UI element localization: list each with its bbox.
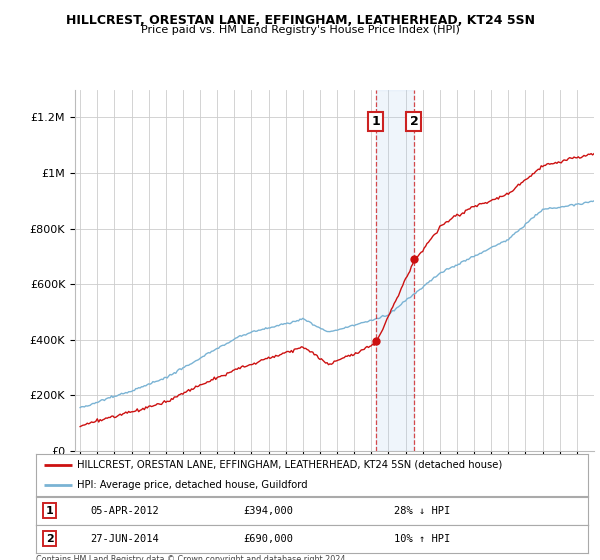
Bar xyxy=(376,90,414,451)
Text: 10% ↑ HPI: 10% ↑ HPI xyxy=(394,534,451,544)
Text: HILLCREST, ORESTAN LANE, EFFINGHAM, LEATHERHEAD, KT24 5SN: HILLCREST, ORESTAN LANE, EFFINGHAM, LEAT… xyxy=(65,14,535,27)
Text: 2: 2 xyxy=(46,534,53,544)
Text: 27-JUN-2014: 27-JUN-2014 xyxy=(90,534,158,544)
Text: 1: 1 xyxy=(46,506,53,516)
Text: £690,000: £690,000 xyxy=(243,534,293,544)
Text: HILLCREST, ORESTAN LANE, EFFINGHAM, LEATHERHEAD, KT24 5SN (detached house): HILLCREST, ORESTAN LANE, EFFINGHAM, LEAT… xyxy=(77,460,503,469)
Text: Contains HM Land Registry data © Crown copyright and database right 2024.
This d: Contains HM Land Registry data © Crown c… xyxy=(36,555,348,560)
Text: Price paid vs. HM Land Registry's House Price Index (HPI): Price paid vs. HM Land Registry's House … xyxy=(140,25,460,35)
Text: 05-APR-2012: 05-APR-2012 xyxy=(90,506,158,516)
Text: 1: 1 xyxy=(371,115,380,128)
Text: HPI: Average price, detached house, Guildford: HPI: Average price, detached house, Guil… xyxy=(77,480,308,489)
Text: £394,000: £394,000 xyxy=(243,506,293,516)
Text: 2: 2 xyxy=(410,115,418,128)
Text: 28% ↓ HPI: 28% ↓ HPI xyxy=(394,506,451,516)
